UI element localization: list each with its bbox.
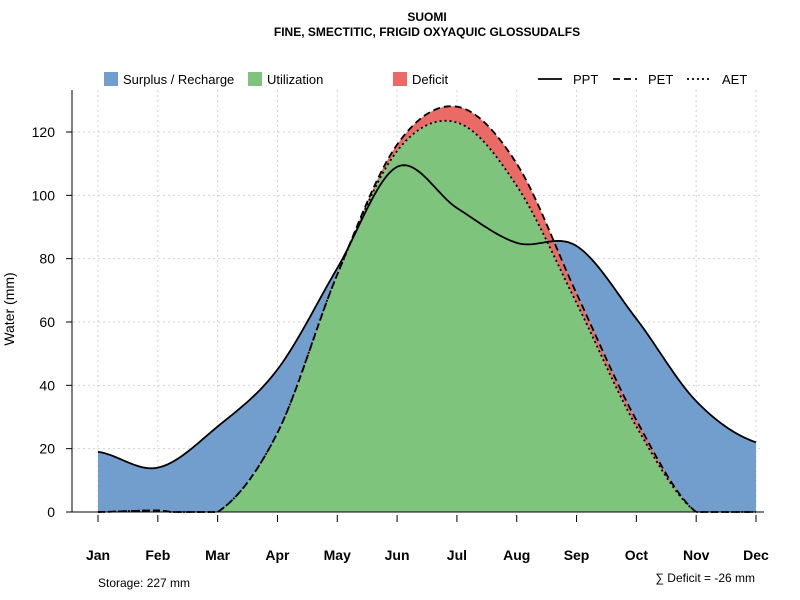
chart-title: SUOMI [407,10,446,24]
deficit-text: ∑ Deficit = -26 mm [655,571,755,585]
surplus-area [98,106,756,513]
axes: 0 20 40 60 80 100 120 Jan Feb Mar Apr May Jun Jul Aug S… [32,90,769,563]
y-tick-label: 100 [32,187,56,203]
x-tick-label-jul: Jul [447,547,467,563]
x-tick-label-nov: Nov [683,547,710,563]
legend-label: AET [722,72,747,87]
series-line-aet [97,119,756,513]
x-tick-label-dec: Dec [743,547,769,563]
x-tick-label-oct: Oct [625,547,649,563]
x-tick-label-mar: Mar [205,547,230,563]
series-lines [97,105,757,513]
y-tick-label: 0 [47,504,55,520]
chart-subtitle: FINE, SMECTITIC, FRIGID OXYAQUIC GLOSSUD… [274,25,580,39]
legend-label: Utilization [267,72,323,87]
areas [98,106,756,513]
legend-label: Deficit [412,72,449,87]
series-line-ppt [97,164,757,470]
y-axis-label: Water (mm) [1,272,17,345]
y-tick-label: 120 [32,124,56,140]
legend-label: PPT [573,72,598,87]
legend-swatch-deficit [393,72,407,86]
x-tick-label-apr: Apr [265,547,290,563]
x-tick-label-aug: Aug [503,547,530,563]
series-line-pet [97,105,756,513]
x-tick-label-feb: Feb [145,547,170,563]
y-tick-label: 60 [39,314,55,330]
utilization-area [98,120,756,513]
legend: Surplus / Recharge Utilization Deficit PPT P… [104,72,747,87]
legend-label: Surplus / Recharge [123,72,234,87]
x-tick-label-sep: Sep [564,547,590,563]
x-tick-label-may: May [324,547,351,563]
storage-text: Storage: 227 mm [98,576,190,590]
x-tick-label-jun: Jun [385,547,410,563]
legend-swatch-surplus-recharge [104,72,118,86]
y-tick-label: 20 [39,441,55,457]
y-tick-label: 40 [39,377,55,393]
legend-swatch-utilization [248,72,262,86]
legend-label: PET [648,72,673,87]
x-tick-label-jan: Jan [86,547,110,563]
y-tick-label: 80 [39,251,55,267]
